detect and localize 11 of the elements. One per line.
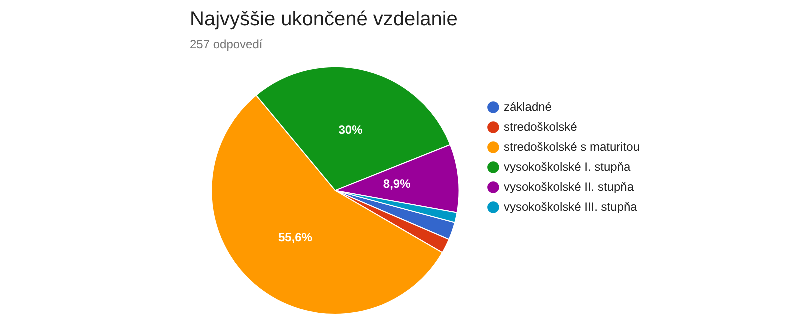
data-label: 55,6% <box>278 230 313 244</box>
legend-label: vysokoškolské I. stupňa <box>504 160 631 174</box>
legend-label: stredoškolské <box>504 120 578 134</box>
legend-label: vysokoškolské III. stupňa <box>504 200 638 214</box>
chart-subtitle: 257 odpovedí <box>190 38 264 52</box>
data-label: 30% <box>338 123 364 138</box>
legend-label: stredoškolské s maturitou <box>504 140 640 154</box>
legend-label: vysokoškolské II. stupňa <box>504 180 634 194</box>
data-label: 8,9% <box>383 176 412 191</box>
chart-title: Najvyššie ukončené vzdelanie <box>190 8 458 31</box>
legend-label: základné <box>504 100 552 114</box>
